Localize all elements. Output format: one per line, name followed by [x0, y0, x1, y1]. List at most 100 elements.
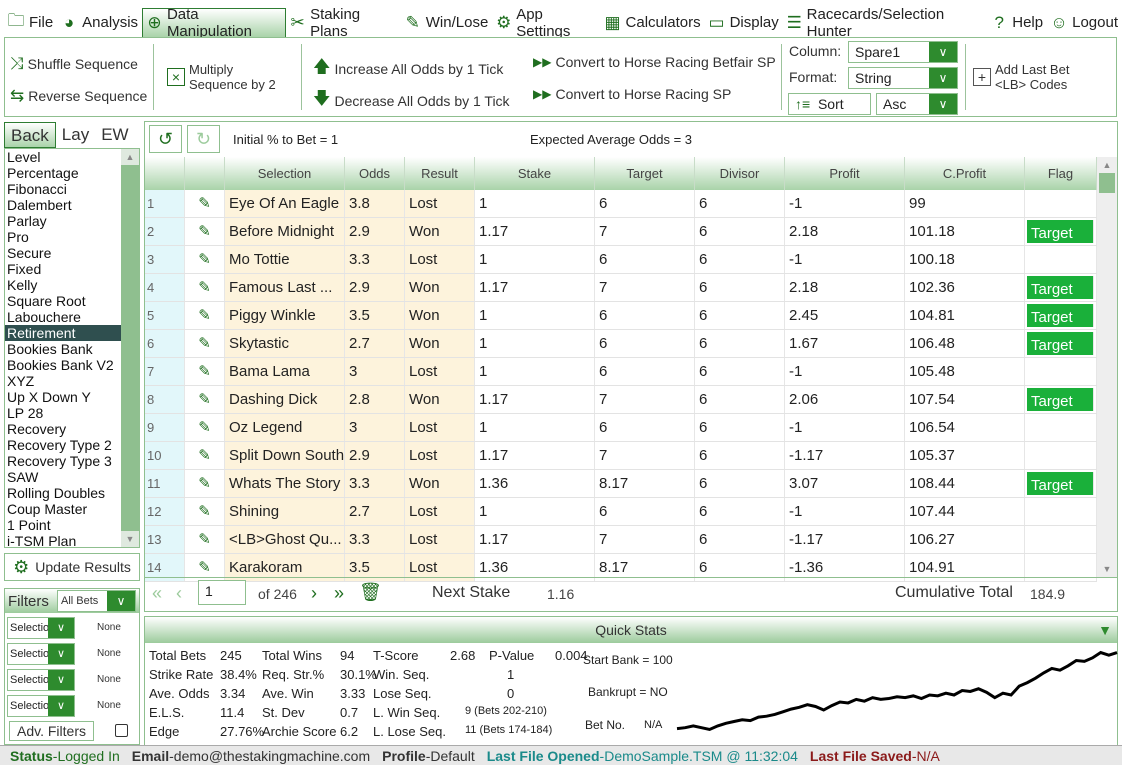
selection-cell[interactable]: Bama Lama	[225, 358, 345, 385]
adv-filters-button[interactable]: Adv. Filters	[9, 721, 94, 741]
plan-item[interactable]: Square Root	[7, 293, 86, 309]
scroll-up-icon[interactable]: ▲	[1097, 157, 1117, 173]
column-header[interactable]: Odds	[345, 157, 405, 190]
pencil-icon[interactable]: ✎	[185, 330, 225, 357]
result-cell[interactable]: Lost	[405, 246, 475, 273]
plan-item[interactable]: Pro	[7, 229, 29, 245]
table-row[interactable]: 10 ✎ Split Down South 2.9 Lost 1.17 7 6 …	[145, 442, 1097, 470]
column-select[interactable]: Spare1 ∨	[848, 41, 958, 63]
pencil-icon[interactable]: ✎	[185, 190, 225, 217]
page-input[interactable]: 1	[198, 580, 246, 605]
table-row[interactable]: 12 ✎ Shining 2.7 Lost 1 6 6 -1 107.44	[145, 498, 1097, 526]
plan-item[interactable]: Fixed	[7, 261, 42, 277]
odds-cell[interactable]: 2.8	[345, 386, 405, 413]
selection-cell[interactable]: Shining	[225, 498, 345, 525]
update-results-button[interactable]: ⚙ Update Results	[4, 553, 140, 581]
order-select[interactable]: Asc ∨	[876, 93, 958, 115]
pencil-icon[interactable]: ✎	[185, 442, 225, 469]
column-header[interactable]: Flag	[1025, 157, 1097, 190]
odds-cell[interactable]: 2.7	[345, 330, 405, 357]
plan-item[interactable]: LP 28	[7, 405, 44, 421]
next-page-icon[interactable]: ›	[311, 583, 317, 603]
result-cell[interactable]: Won	[405, 302, 475, 329]
table-row[interactable]: 9 ✎ Oz Legend 3 Lost 1 6 6 -1 106.54	[145, 414, 1097, 442]
result-cell[interactable]: Lost	[405, 190, 475, 217]
first-page-icon[interactable]: «	[152, 583, 163, 603]
odds-cell[interactable]: 2.9	[345, 218, 405, 245]
table-row[interactable]: 5 ✎ Piggy Winkle 3.5 Won 1 6 6 2.45 104.…	[145, 302, 1097, 330]
result-cell[interactable]: Lost	[405, 498, 475, 525]
menu-data-manipulation[interactable]: ⊕ Data Manipulation	[142, 6, 287, 40]
plan-item[interactable]: Recovery Type 2	[7, 437, 112, 453]
plan-item[interactable]: Kelly	[7, 277, 38, 293]
filters-select[interactable]: All Bets ∨	[57, 590, 136, 612]
sort-button[interactable]: ↑≡ Sort	[788, 93, 871, 115]
column-header[interactable]: Profit	[785, 157, 905, 190]
odds-cell[interactable]: 3	[345, 358, 405, 385]
plan-item[interactable]: Bookies Bank V2	[7, 357, 114, 373]
plan-item[interactable]: Labouchere	[7, 309, 81, 325]
odds-cell[interactable]: 3.3	[345, 526, 405, 553]
plan-item[interactable]: Retirement	[5, 325, 121, 341]
plan-item[interactable]: SAW	[7, 469, 39, 485]
menu-file[interactable]: 🗀 File	[4, 8, 57, 37]
odds-cell[interactable]: 2.7	[345, 498, 405, 525]
odds-cell[interactable]: 2.9	[345, 274, 405, 301]
format-select[interactable]: String ∨	[848, 67, 958, 89]
selection-cell[interactable]: Mo Tottie	[225, 246, 345, 273]
column-header[interactable]: Target	[595, 157, 695, 190]
selection-cell[interactable]: Karakoram	[225, 554, 345, 581]
column-header[interactable]	[145, 157, 185, 190]
selection-cell[interactable]: Oz Legend	[225, 414, 345, 441]
pencil-icon[interactable]: ✎	[185, 218, 225, 245]
result-cell[interactable]: Lost	[405, 442, 475, 469]
odds-cell[interactable]: 3.8	[345, 190, 405, 217]
plan-item[interactable]: Up X Down Y	[7, 389, 91, 405]
plan-item[interactable]: Rolling Doubles	[7, 485, 106, 501]
table-row[interactable]: 11 ✎ Whats The Story 3.3 Won 1.36 8.17 6…	[145, 470, 1097, 498]
menu-analysis[interactable]: ◕ Analysis	[57, 8, 142, 37]
staking-plan-list[interactable]: Level Percentage Fibonacci Dalembert Parlay P…	[4, 148, 140, 548]
odds-cell[interactable]: 2.9	[345, 442, 405, 469]
shuffle-sequence-button[interactable]: ⤨ Shuffle Sequence	[10, 54, 138, 74]
selection-cell[interactable]: <LB>Ghost Qu...	[225, 526, 345, 553]
plan-item[interactable]: Percentage	[7, 165, 79, 181]
result-cell[interactable]: Lost	[405, 414, 475, 441]
column-header[interactable]: Stake	[475, 157, 595, 190]
menu-display[interactable]: ▭ Display	[705, 8, 783, 37]
plan-item[interactable]: Recovery Type 3	[7, 453, 112, 469]
table-row[interactable]: 1 ✎ Eye Of An Eagle 3.8 Lost 1 6 6 -1 99	[145, 190, 1097, 218]
filter-select[interactable]: Selection ∨	[7, 617, 75, 639]
result-cell[interactable]: Won	[405, 218, 475, 245]
result-cell[interactable]: Lost	[405, 554, 475, 581]
selection-cell[interactable]: Before Midnight	[225, 218, 345, 245]
table-row[interactable]: 7 ✎ Bama Lama 3 Lost 1 6 6 -1 105.48	[145, 358, 1097, 386]
plan-item[interactable]: Dalembert	[7, 197, 72, 213]
pencil-icon[interactable]: ✎	[185, 470, 225, 497]
table-row[interactable]: 8 ✎ Dashing Dick 2.8 Won 1.17 7 6 2.06 1…	[145, 386, 1097, 414]
odds-cell[interactable]: 3.5	[345, 554, 405, 581]
convert-betfair-sp-button[interactable]: ▶▶ Convert to Horse Racing Betfair SP	[533, 54, 776, 70]
selection-cell[interactable]: Skytastic	[225, 330, 345, 357]
result-cell[interactable]: Won	[405, 470, 475, 497]
menu-win-lose[interactable]: ✎ Win/Lose	[401, 8, 493, 37]
selection-cell[interactable]: Eye Of An Eagle	[225, 190, 345, 217]
odds-cell[interactable]: 3.3	[345, 470, 405, 497]
result-cell[interactable]: Won	[405, 330, 475, 357]
scroll-down-icon[interactable]: ▼	[121, 531, 139, 547]
plan-item[interactable]: Recovery	[7, 421, 67, 437]
tab-ew[interactable]: EW	[101, 125, 129, 144]
column-header[interactable]: C.Profit	[905, 157, 1025, 190]
convert-sp-button[interactable]: ▶▶ Convert to Horse Racing SP	[533, 86, 731, 102]
add-last-bet-codes-button[interactable]: + Add Last Bet <LB> Codes	[973, 62, 1095, 92]
pencil-icon[interactable]: ✎	[185, 414, 225, 441]
decrease-odds-button[interactable]: 🡇 Decrease All Odds by 1 Tick	[313, 86, 510, 115]
filter-select[interactable]: Selection ∨	[7, 695, 75, 717]
plan-item[interactable]: Coup Master	[7, 501, 88, 517]
plan-item[interactable]: Parlay	[7, 213, 47, 229]
table-row[interactable]: 4 ✎ Famous Last ... 2.9 Won 1.17 7 6 2.1…	[145, 274, 1097, 302]
last-page-icon[interactable]: »	[334, 583, 345, 603]
plan-item[interactable]: Secure	[7, 245, 52, 261]
trash-icon[interactable]: 🗑	[359, 582, 382, 602]
adv-filters-checkbox[interactable]	[115, 724, 128, 737]
